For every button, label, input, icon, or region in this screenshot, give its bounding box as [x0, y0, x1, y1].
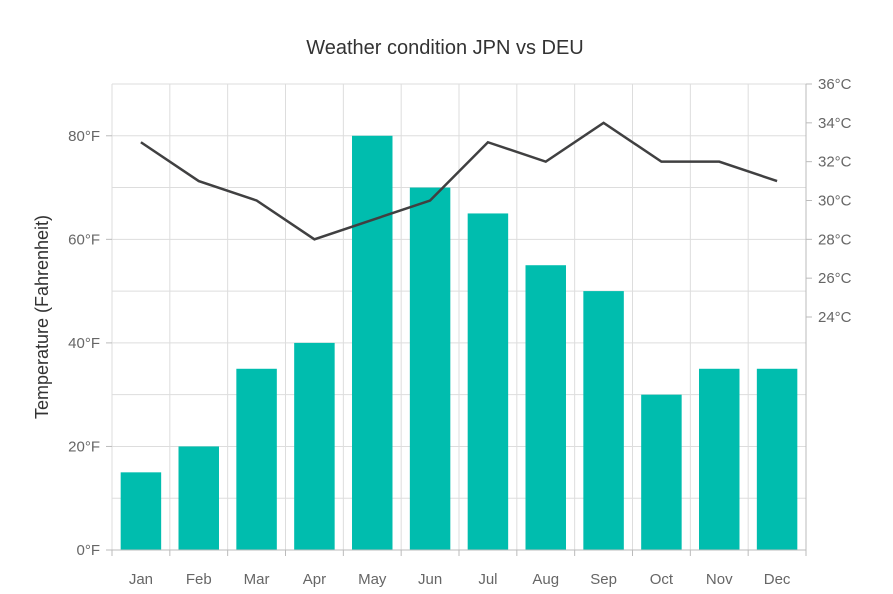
- bar-nov: [699, 368, 740, 550]
- x-tick-label: Feb: [186, 571, 212, 588]
- bar-series: [120, 135, 798, 551]
- bar-apr: [294, 342, 335, 550]
- bar-jul: [467, 213, 509, 550]
- x-tick-label: Oct: [650, 571, 674, 588]
- x-tick-label: Dec: [764, 571, 791, 588]
- x-tick-label: Apr: [303, 571, 326, 588]
- bar-dec: [756, 368, 798, 550]
- x-tick-label: Nov: [706, 571, 733, 588]
- right-tick-label: 32°C: [818, 154, 852, 171]
- x-tick-label: Jul: [478, 571, 497, 588]
- x-tick-label: Mar: [244, 571, 270, 588]
- bar-sep: [583, 291, 624, 550]
- right-tick-label: 30°C: [818, 193, 852, 210]
- bar-jan: [120, 472, 162, 550]
- line-path: [140, 121, 778, 241]
- bar-mar: [236, 368, 277, 550]
- y-axis-title: Temperature (Fahrenheit): [32, 215, 52, 419]
- left-tick-label: 80°F: [68, 128, 100, 145]
- x-axis-ticks: Jan Feb Mar Apr May Jun Jul Aug Sep Oct Nov Dec: [111, 550, 807, 588]
- right-tick-label: 34°C: [818, 115, 852, 132]
- left-tick-label: 60°F: [68, 231, 100, 248]
- line-series: [140, 121, 778, 241]
- bar-aug: [525, 265, 566, 550]
- bar-oct: [641, 394, 682, 550]
- right-tick-label: 24°C: [818, 309, 852, 326]
- x-tick-label: Jan: [129, 571, 153, 588]
- right-axis-ticks: 24°C 26°C 28°C 30°C 32°C 34°C 36°C: [806, 76, 852, 326]
- x-tick-label: Sep: [590, 571, 617, 588]
- chart-title: Weather condition JPN vs DEU: [306, 37, 584, 59]
- left-axis-ticks: 0°F 20°F 40°F 60°F 80°F: [68, 128, 112, 559]
- left-tick-label: 0°F: [76, 542, 100, 559]
- x-tick-label: Jun: [418, 571, 442, 588]
- x-tick-label: May: [358, 571, 387, 588]
- bar-feb: [178, 446, 219, 550]
- bar-jun: [409, 187, 451, 551]
- left-tick-label: 40°F: [68, 335, 100, 352]
- right-tick-label: 28°C: [818, 231, 852, 248]
- x-tick-label: Aug: [532, 571, 559, 588]
- left-tick-label: 20°F: [68, 438, 100, 455]
- right-tick-label: 26°C: [818, 270, 852, 287]
- bar-may: [352, 135, 393, 550]
- right-tick-label: 36°C: [818, 76, 852, 93]
